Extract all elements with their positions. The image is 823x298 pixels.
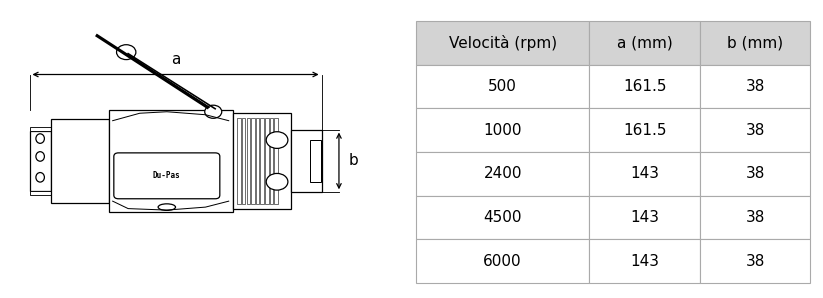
Bar: [589, 152, 700, 196]
Text: a (mm): a (mm): [616, 35, 672, 50]
Bar: [51, 119, 109, 203]
Text: 2400: 2400: [483, 166, 522, 181]
Bar: [700, 65, 811, 108]
Bar: [700, 152, 811, 196]
Text: 4500: 4500: [483, 210, 522, 225]
Text: 38: 38: [746, 254, 765, 269]
Text: 161.5: 161.5: [623, 122, 667, 138]
Ellipse shape: [158, 204, 175, 210]
Bar: [247, 118, 250, 204]
Bar: [260, 118, 264, 204]
Ellipse shape: [36, 173, 44, 182]
Text: Du-Pas: Du-Pas: [153, 171, 181, 180]
Text: 1000: 1000: [483, 122, 522, 138]
Text: a: a: [171, 52, 180, 67]
Text: 6000: 6000: [483, 254, 522, 269]
Bar: [589, 239, 700, 283]
Text: 143: 143: [630, 166, 659, 181]
Circle shape: [266, 173, 288, 190]
Bar: [416, 21, 589, 65]
Ellipse shape: [36, 134, 44, 143]
Bar: [265, 118, 268, 204]
Bar: [291, 130, 322, 192]
FancyBboxPatch shape: [114, 153, 220, 199]
Ellipse shape: [36, 152, 44, 161]
Bar: [30, 131, 51, 191]
Bar: [274, 118, 278, 204]
Bar: [416, 108, 589, 152]
Text: 38: 38: [746, 210, 765, 225]
Bar: [700, 21, 811, 65]
Text: 143: 143: [630, 210, 659, 225]
Bar: [251, 118, 254, 204]
Text: Velocità (rpm): Velocità (rpm): [449, 35, 556, 51]
Bar: [700, 108, 811, 152]
Circle shape: [266, 132, 288, 148]
Text: 38: 38: [746, 166, 765, 181]
Bar: [310, 140, 321, 182]
Bar: [109, 110, 233, 212]
Bar: [256, 118, 259, 204]
Bar: [242, 118, 245, 204]
Bar: [589, 196, 700, 239]
Bar: [237, 118, 240, 204]
Text: b (mm): b (mm): [727, 35, 783, 50]
Bar: [233, 113, 291, 209]
Bar: [589, 108, 700, 152]
Circle shape: [205, 105, 221, 118]
Bar: [700, 196, 811, 239]
Bar: [589, 65, 700, 108]
Text: 38: 38: [746, 79, 765, 94]
Text: 500: 500: [488, 79, 517, 94]
Bar: [270, 118, 273, 204]
Text: b: b: [349, 153, 358, 168]
Text: 161.5: 161.5: [623, 79, 667, 94]
Bar: [30, 127, 51, 131]
Text: 38: 38: [746, 122, 765, 138]
Circle shape: [117, 45, 136, 60]
Text: 143: 143: [630, 254, 659, 269]
Bar: [416, 65, 589, 108]
Bar: [589, 21, 700, 65]
Bar: [30, 191, 51, 195]
Bar: [700, 239, 811, 283]
Bar: [416, 196, 589, 239]
Bar: [416, 239, 589, 283]
Bar: [416, 152, 589, 196]
